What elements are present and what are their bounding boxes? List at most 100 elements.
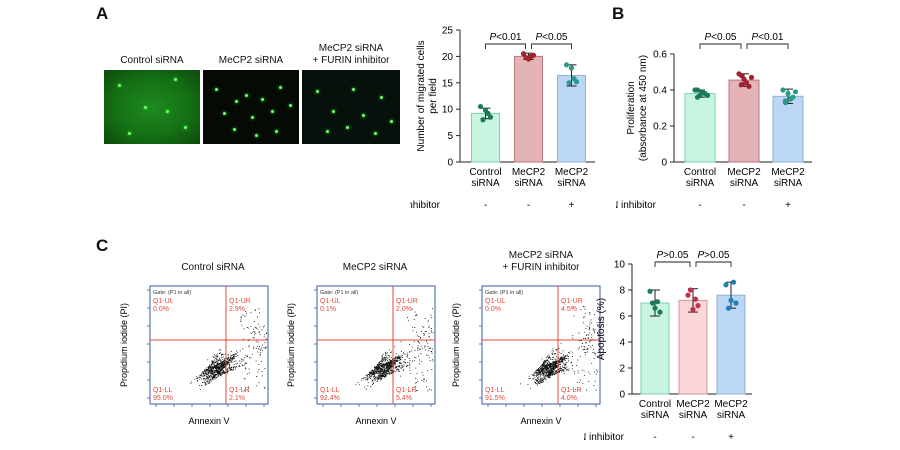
data-point — [738, 73, 745, 79]
migrated-cell — [374, 132, 377, 135]
data-point — [695, 303, 701, 309]
migrated-cell — [184, 126, 187, 129]
quadrant-ul-value: 0.0% — [485, 306, 501, 313]
data-point — [647, 288, 653, 294]
data-point — [780, 87, 786, 93]
panel-letter-c: C — [96, 236, 109, 255]
p-value-label: P<0.05 — [705, 32, 737, 43]
event-dots — [355, 308, 434, 392]
quadrant-ul-name: Q1-UL — [320, 298, 341, 305]
panel-letter-b: B — [612, 4, 625, 23]
y-tick-label: 8 — [619, 286, 625, 297]
treatment-value: - — [742, 200, 745, 211]
data-point — [528, 53, 534, 60]
bar — [678, 299, 708, 395]
treatment-label: FURIN inhibitor — [584, 432, 625, 443]
quadrant-ur-value: 4.5% — [561, 306, 577, 313]
bar — [640, 302, 670, 395]
y-tick-label: 0.6 — [653, 50, 667, 61]
migrated-cell — [326, 130, 329, 133]
significance-bracket — [485, 43, 526, 49]
x-tick-label: MeCP2 siRNA — [771, 167, 805, 189]
quadrant-ur-name: Q1-UR — [396, 298, 418, 305]
flow-plot-mecp2-furin: Propidium iodide (PI) Gate: (P1 in all) Q1… — [451, 285, 601, 426]
quadrant-ur-name: Q1-UR — [561, 298, 583, 305]
data-point — [566, 80, 572, 86]
migrated-cell — [245, 94, 248, 97]
x-tick-label: MeCP2 siRNA — [555, 167, 589, 189]
y-tick-label: 10 — [442, 105, 454, 116]
x-tick-label: MeCP2 siRNA — [714, 399, 748, 421]
treatment-label: FURIN inhibitor — [616, 200, 657, 211]
y-tick-label: 15 — [442, 78, 454, 89]
micrograph-title-control: Control siRNA — [120, 55, 184, 66]
micrograph-mecp2 — [203, 70, 299, 144]
y-tick-label: 0 — [661, 158, 667, 169]
bar — [471, 112, 500, 163]
treatment-label: FURIN inhibitor — [410, 200, 441, 211]
y-tick-label: 6 — [619, 312, 625, 323]
quadrant-lr-value: 2.1% — [229, 395, 245, 402]
y-tick-label: 0.2 — [653, 122, 667, 133]
data-point — [563, 62, 570, 68]
migrated-cell — [235, 100, 238, 103]
significance-bracket — [699, 43, 742, 49]
quadrant-ul-value: 0.0% — [153, 306, 169, 313]
y-tick-label: 25 — [442, 26, 454, 37]
x-tick-label: Control siRNA — [469, 167, 501, 189]
y-tick-label: 10 — [614, 260, 626, 271]
flow-title-control: Control siRNA — [181, 262, 245, 273]
migrated-cell — [352, 88, 355, 91]
data-point — [694, 94, 701, 100]
flow-y-axis-label: Propidium iodide (PI) — [451, 303, 461, 387]
data-point — [723, 282, 729, 288]
data-point — [728, 297, 734, 303]
data-point — [571, 75, 577, 82]
migrated-cell — [316, 90, 319, 93]
data-point — [649, 300, 656, 306]
data-point — [685, 292, 691, 298]
x-tick-label: MeCP2 siRNA — [512, 167, 546, 189]
flow-x-axis-label: Annexin V — [188, 416, 229, 426]
treatment-value: - — [653, 432, 656, 443]
quadrant-lr-name: Q1-LR — [561, 387, 582, 394]
y-tick-label: 0 — [619, 390, 625, 401]
migrated-cell — [174, 78, 177, 81]
gate-label: Gate: (P1 in all) — [153, 290, 191, 296]
migrated-cell — [144, 106, 147, 109]
migrated-cell — [271, 110, 274, 113]
data-point — [690, 306, 696, 313]
significance-bracket — [654, 261, 691, 267]
flow-plot-mecp2: Propidium iodide (PI) Gate: (P1 in all) Q1… — [286, 285, 436, 426]
data-point — [694, 87, 701, 93]
micrograph-control — [104, 70, 200, 144]
treatment-value: + — [785, 200, 791, 211]
quadrant-ll-value: 92.4% — [320, 395, 340, 402]
x-tick-label: MeCP2 siRNA — [676, 399, 710, 421]
treatment-value: + — [728, 432, 734, 443]
quadrant-ll-name: Q1-LL — [320, 387, 340, 394]
data-point — [704, 92, 711, 98]
data-point — [733, 300, 739, 306]
data-point — [743, 80, 750, 86]
quadrant-lr-value: 4.0% — [561, 395, 577, 402]
data-point — [687, 287, 694, 293]
flow-y-axis-label: Propidium iodide (PI) — [286, 303, 296, 387]
data-point — [485, 110, 491, 117]
y-axis-label: Number of migrated cellsper field — [416, 40, 439, 151]
flow-x-axis-label: Annexin V — [520, 416, 561, 426]
y-tick-label: 0 — [447, 158, 453, 169]
quadrant-lr-name: Q1-LR — [396, 387, 417, 394]
data-point — [730, 279, 737, 285]
bar — [684, 93, 716, 163]
chart-proliferation: 0 0.2 0.4 0.6 Proliferation(absorbance at 45… — [616, 32, 812, 211]
bar — [772, 95, 804, 163]
p-value-label: P>0.05 — [657, 250, 689, 261]
migrated-cell — [261, 98, 264, 101]
data-point — [480, 117, 486, 123]
micrograph-title-mecp2: MeCP2 siRNA — [218, 55, 284, 66]
quadrant-lr-value: 5.4% — [396, 395, 412, 402]
quadrant-ur-name: Q1-UR — [229, 298, 251, 305]
